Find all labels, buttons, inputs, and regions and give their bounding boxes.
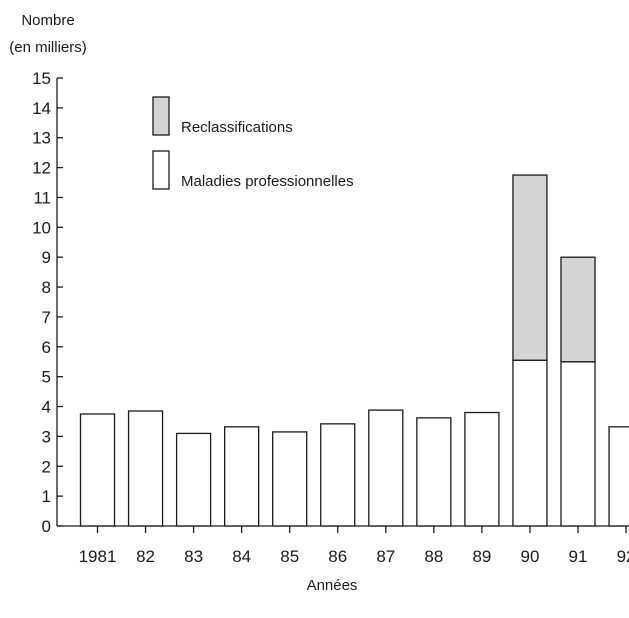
bars xyxy=(79,174,629,527)
x-axis: 1981 82 83 84 85 86 87 88 89 90 91 92 xyxy=(57,525,629,566)
x-tick-label: 88 xyxy=(424,547,443,566)
bar-maladies-89 xyxy=(464,411,500,527)
x-tick-label: 91 xyxy=(569,547,588,566)
bar-maladies-85 xyxy=(272,431,308,527)
y-tick-label: 7 xyxy=(42,308,51,327)
y-axis-title-line2: (en milliers) xyxy=(9,39,87,56)
y-axis-title-line1: Nombre xyxy=(21,12,74,29)
x-tick-label: 87 xyxy=(376,547,395,566)
bar-maladies-83 xyxy=(175,432,212,527)
y-tick-label: 9 xyxy=(42,248,51,267)
y-tick-label: 2 xyxy=(42,457,51,476)
y-tick-label: 12 xyxy=(32,159,51,178)
y-tick-label: 5 xyxy=(42,368,51,387)
y-tick-label: 11 xyxy=(33,188,51,207)
x-axis-title: Années xyxy=(307,577,358,594)
bar-maladies-1981 xyxy=(79,413,116,527)
bar-maladies-91 xyxy=(560,361,596,527)
y-tick-label: 1 xyxy=(42,487,51,506)
x-tick-label: 86 xyxy=(328,547,347,566)
x-tick-label: 84 xyxy=(232,547,251,566)
x-tick-label: 1981 xyxy=(79,547,117,566)
bar-maladies-88 xyxy=(416,417,452,527)
bar-maladies-86 xyxy=(320,423,356,527)
y-tick-label: 3 xyxy=(42,427,51,446)
legend-label: Maladies professionnelles xyxy=(181,173,354,190)
y-axis-title: Nombre (en milliers) xyxy=(9,12,87,56)
legend-swatch xyxy=(152,96,170,136)
bar-maladies-82 xyxy=(127,410,164,527)
legend: Reclassifications Maladies professionnell… xyxy=(152,96,354,190)
bar-maladies-90 xyxy=(512,359,548,527)
y-tick-label: 0 xyxy=(42,517,51,536)
y-tick-label: 10 xyxy=(32,218,51,237)
x-tick-label: 89 xyxy=(472,547,491,566)
bar-maladies-92 xyxy=(608,426,629,527)
x-tick-label: 90 xyxy=(520,547,539,566)
bar-maladies-84 xyxy=(223,426,260,527)
y-tick-label: 8 xyxy=(42,278,51,297)
y-tick-label: 6 xyxy=(42,338,51,357)
bar-reclassifications-90 xyxy=(512,174,548,361)
x-tick-label: 85 xyxy=(280,547,299,566)
legend-label: Reclassifications xyxy=(181,119,293,136)
bar-maladies-87 xyxy=(368,409,404,527)
x-tick-label: 92 xyxy=(617,547,629,566)
y-tick-label: 14 xyxy=(32,99,51,118)
y-tick-label: 13 xyxy=(32,129,51,148)
y-tick-label: 15 xyxy=(32,69,51,88)
bar-reclassifications-91 xyxy=(560,256,596,363)
x-tick-label: 82 xyxy=(136,547,155,566)
legend-swatch xyxy=(152,150,170,190)
y-tick-label: 4 xyxy=(42,398,51,417)
x-tick-label: 83 xyxy=(184,547,203,566)
